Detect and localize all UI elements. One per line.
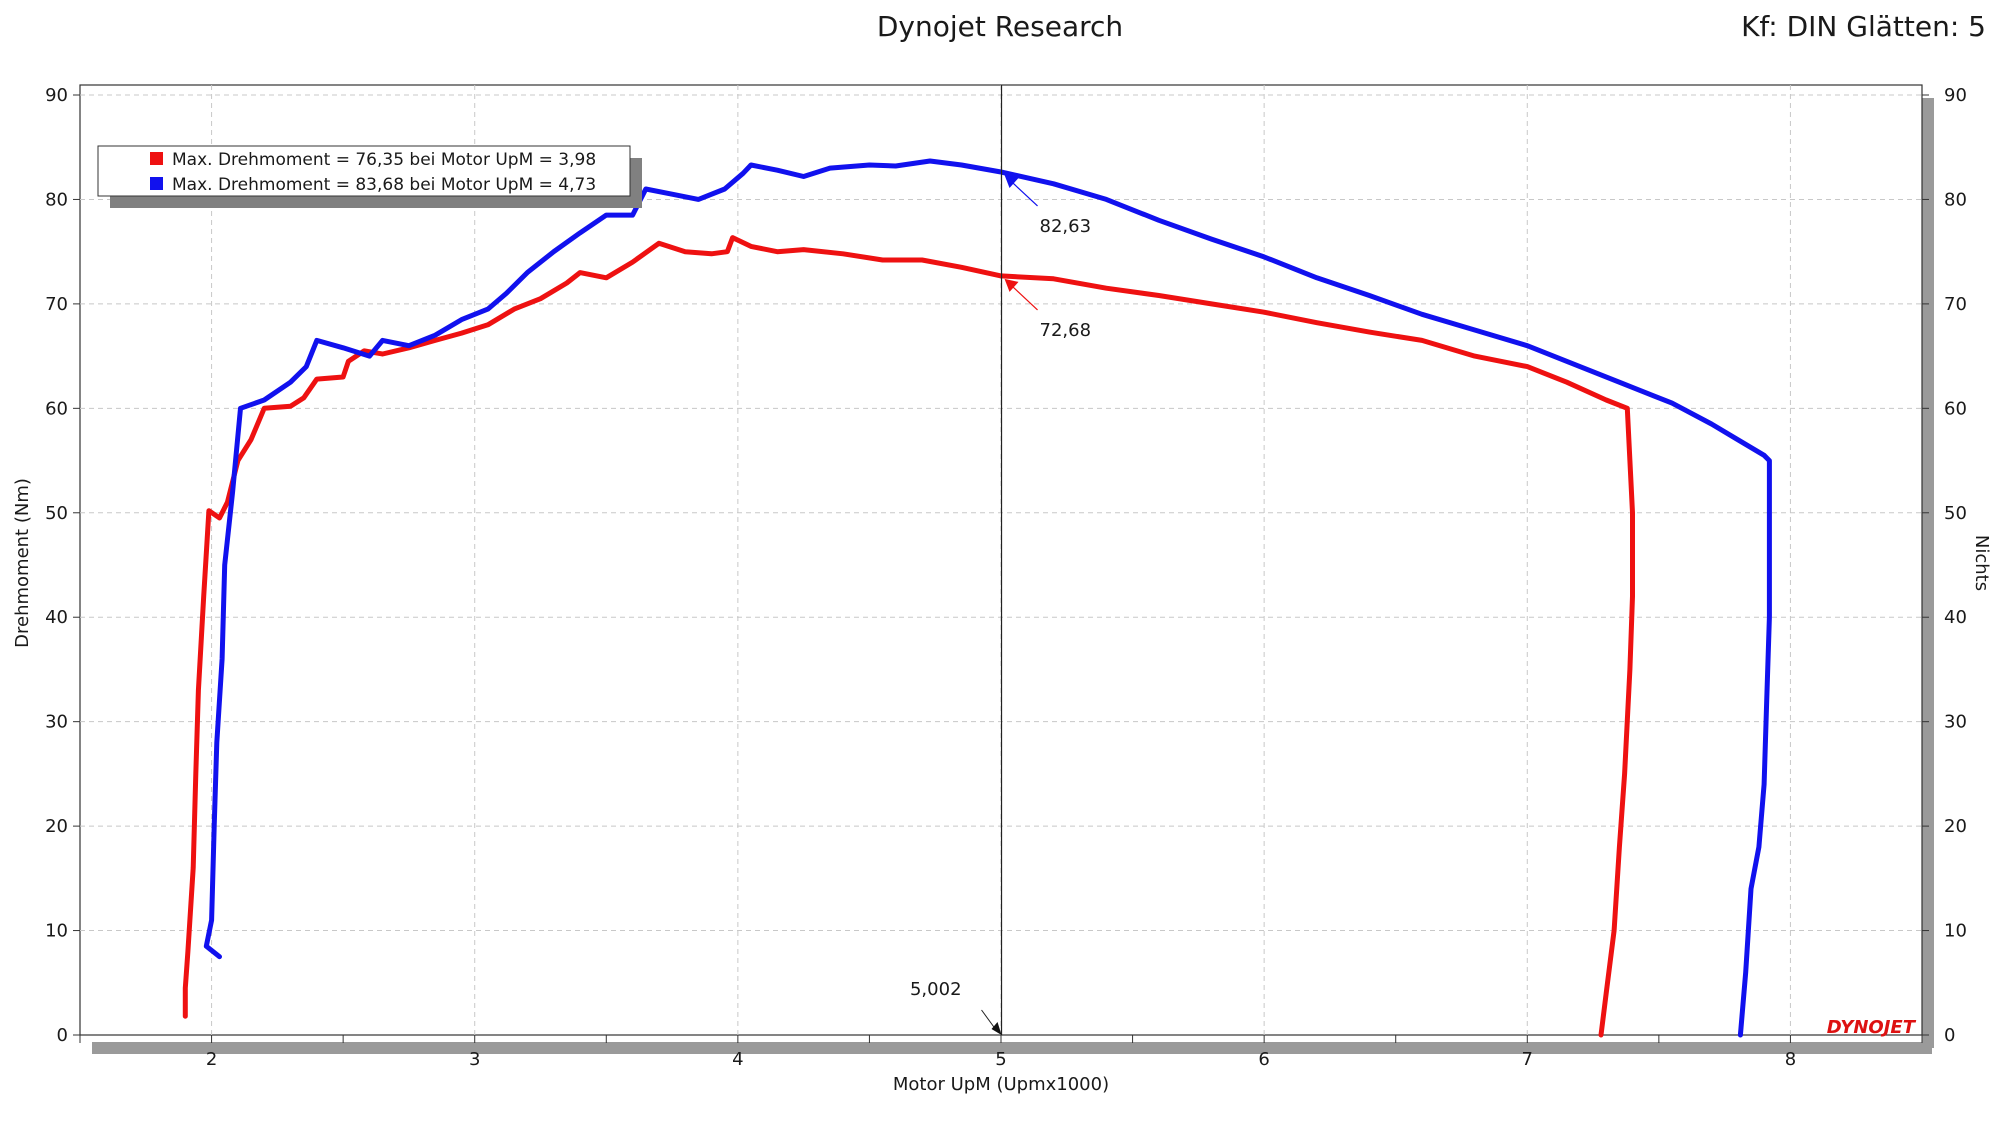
y-tick-label: 90 <box>45 85 68 106</box>
x-tick-label: 8 <box>1785 1049 1796 1070</box>
y-tick-label: 70 <box>45 294 68 315</box>
cursor-value-arrowhead <box>1004 278 1019 292</box>
y-axis-right: 0 10 20 30 40 50 60 70 80 90 <box>1922 85 1967 1046</box>
legend-entry-blue: Max. Drehmoment = 83,68 bei Motor UpM = … <box>172 175 596 195</box>
x-tick-label: 2 <box>206 1049 217 1070</box>
y2-tick-label: 40 <box>1944 607 1967 628</box>
y-tick-label: 80 <box>45 189 68 210</box>
cursor-value-arrowhead <box>1004 174 1019 188</box>
legend-swatch-red <box>150 152 163 165</box>
cursor-readout-red: 72,68 <box>1040 320 1092 341</box>
x-tick-label: 7 <box>1522 1049 1533 1070</box>
y2-tick-label: 80 <box>1944 189 1967 210</box>
x-tick-label: 4 <box>732 1049 743 1070</box>
y2-tick-label: 20 <box>1944 816 1967 837</box>
y-tick-label: 0 <box>57 1025 68 1046</box>
x-axis-label: Motor UpM (Upmx1000) <box>893 1074 1109 1095</box>
y-axis-label: Drehmoment (Nm) <box>12 478 33 648</box>
cursor-readout-blue: 82,63 <box>1040 216 1092 237</box>
y2-tick-label: 10 <box>1944 921 1967 942</box>
y-tick-label: 30 <box>45 712 68 733</box>
legend-entry-red: Max. Drehmoment = 76,35 bei Motor UpM = … <box>172 150 596 170</box>
y2-tick-label: 0 <box>1944 1025 1955 1046</box>
legend-swatch-blue <box>150 177 163 190</box>
y-tick-label: 60 <box>45 398 68 419</box>
cursor-markers <box>981 174 1038 1035</box>
y-tick-label: 20 <box>45 816 68 837</box>
series-line-0 <box>182 235 1635 1038</box>
cursor-x-readout: 5,002 <box>910 979 962 1000</box>
y-tick-label: 40 <box>45 607 68 628</box>
y2-tick-label: 30 <box>1944 712 1967 733</box>
x-axis: 2 3 4 5 6 7 8 <box>79 1035 1923 1070</box>
x-tick-label: 3 <box>469 1049 480 1070</box>
series-line-1 <box>203 158 1772 1038</box>
dynojet-logo: DYNOJET <box>1827 1017 1917 1038</box>
y2-tick-label: 60 <box>1944 398 1967 419</box>
y2-tick-label: 90 <box>1944 85 1967 106</box>
x-tick-label: 6 <box>1258 1049 1269 1070</box>
bottom-axis-shadow <box>92 1042 1932 1054</box>
chart-title: Dynojet Research <box>876 10 1124 43</box>
y2-axis-label: Nichts <box>1971 535 1992 591</box>
y-tick-label: 50 <box>45 503 68 524</box>
cursor-x-arrowhead <box>991 1022 1002 1035</box>
correction-settings: Kf: DIN Glätten: 5 <box>1741 10 1986 43</box>
right-axis-shadow <box>1922 98 1934 1048</box>
series-lines <box>182 158 1772 1038</box>
y2-tick-label: 70 <box>1944 294 1967 315</box>
y2-tick-label: 50 <box>1944 503 1967 524</box>
y-axis-left: 0 10 20 30 40 50 60 70 80 90 <box>45 85 80 1046</box>
x-tick-label: 5 <box>995 1049 1006 1070</box>
legend: Max. Drehmoment = 76,35 bei Motor UpM = … <box>97 145 642 208</box>
y-tick-label: 10 <box>45 921 68 942</box>
legend-box <box>97 145 631 197</box>
